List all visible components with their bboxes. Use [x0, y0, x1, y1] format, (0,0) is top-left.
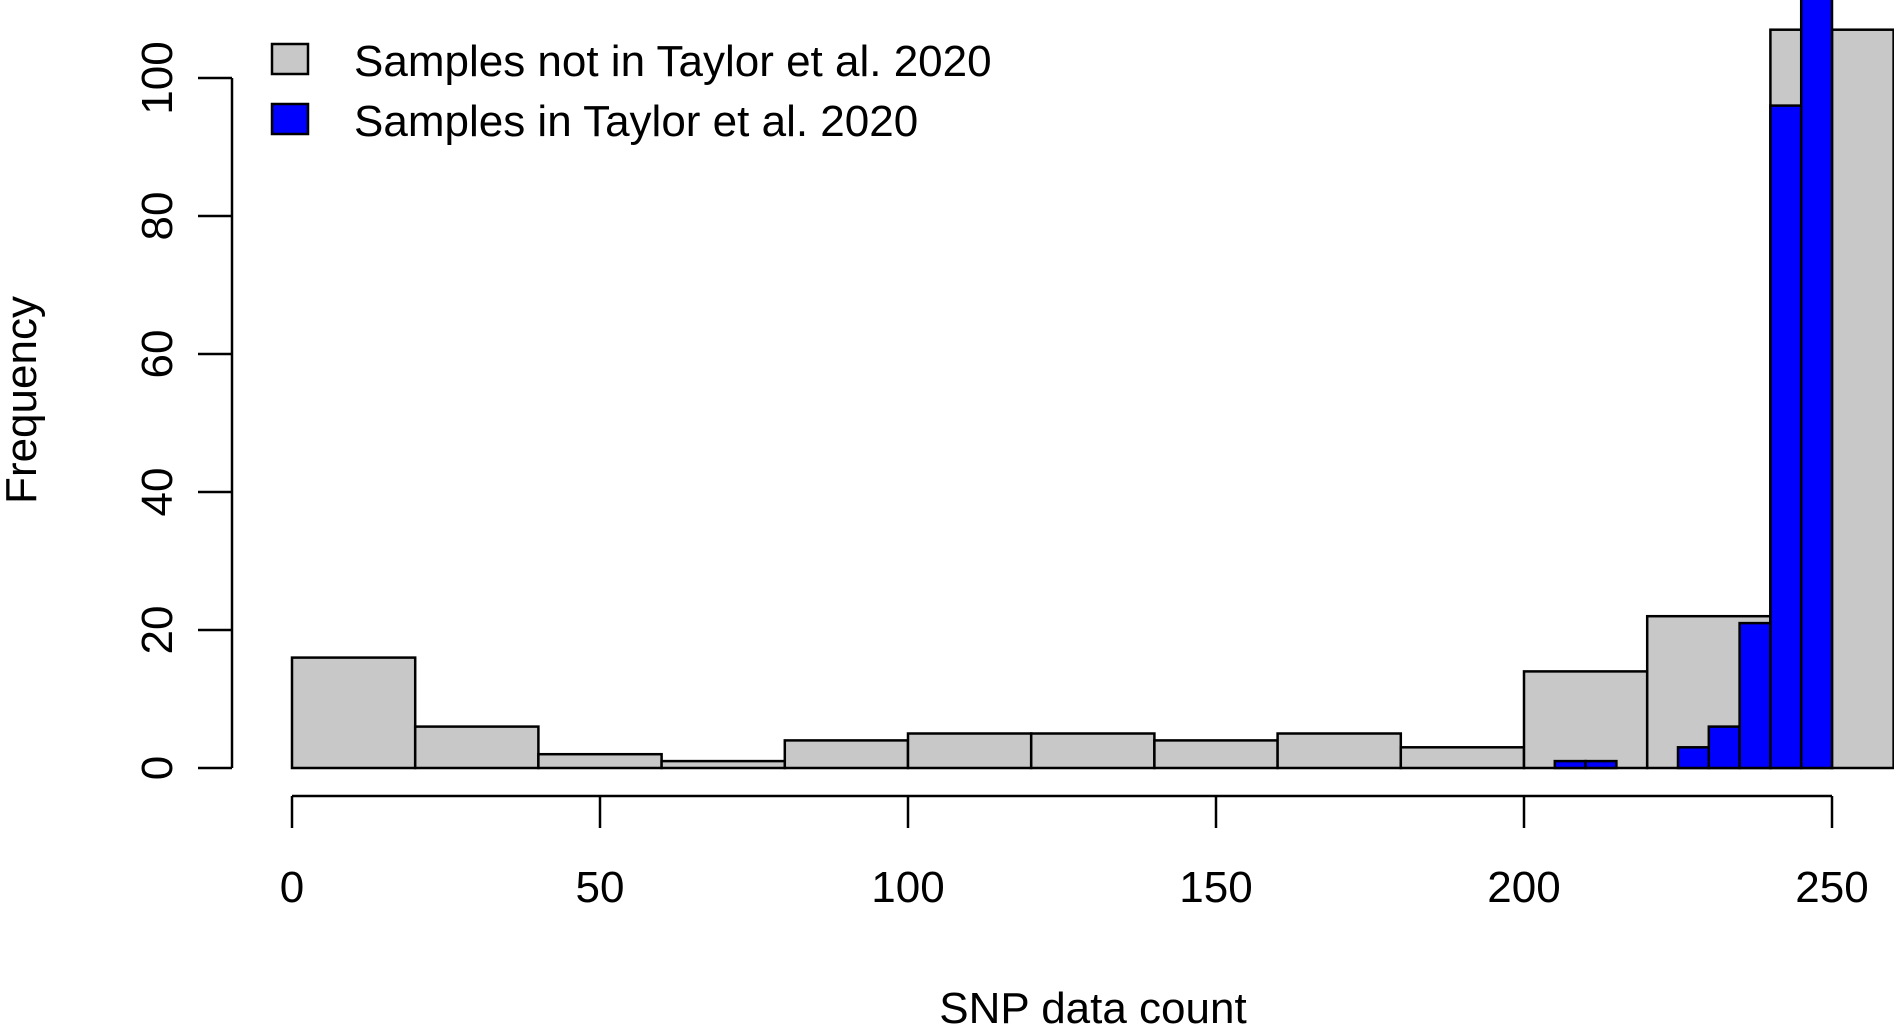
x-tick-label-250: 250	[1795, 863, 1868, 912]
legend-label-not-in-taylor: Samples not in Taylor et al. 2020	[354, 37, 992, 86]
bar-in-taylor-2	[1676, 746, 1711, 770]
legend-swatch-in-taylor	[270, 102, 310, 136]
y-axis-title: Frequency	[0, 296, 46, 504]
bar-not-in-taylor-2	[537, 752, 663, 770]
x-axis: 0 50 100 150 200 250	[280, 794, 1869, 912]
bar-in-taylor-1	[1584, 759, 1618, 770]
bars-in-taylor	[1553, 0, 1834, 770]
bar-not-in-taylor-0	[290, 656, 417, 770]
x-tick-label-200: 200	[1487, 863, 1560, 912]
x-tick-label-0: 0	[280, 863, 304, 912]
bar-in-taylor-6	[1799, 0, 1834, 770]
x-tick-label-50: 50	[576, 863, 625, 912]
bar-in-taylor-0	[1553, 759, 1587, 770]
bar-not-in-taylor-8	[1276, 732, 1403, 770]
bar-in-taylor-3	[1707, 725, 1741, 770]
bar-not-in-taylor-7	[1153, 739, 1279, 770]
y-tick-label-100: 100	[133, 41, 182, 114]
legend-swatch-not-in-taylor	[270, 42, 310, 76]
legend-label-in-taylor: Samples in Taylor et al. 2020	[354, 97, 918, 146]
bar-not-in-taylor-5	[906, 732, 1033, 770]
bar-not-in-taylor-1	[413, 725, 540, 770]
bar-not-in-taylor-9	[1399, 746, 1526, 770]
y-tick-label-60: 60	[133, 330, 182, 379]
bar-not-in-taylor-13	[1830, 28, 1894, 770]
bar-not-in-taylor-6	[1029, 732, 1156, 770]
bar-in-taylor-5	[1769, 104, 1803, 770]
bar-not-in-taylor-4	[783, 739, 910, 770]
y-axis: 0 20 40 60 80 100	[133, 41, 234, 780]
y-tick-label-0: 0	[133, 756, 182, 780]
y-tick-label-40: 40	[133, 468, 182, 517]
x-tick-label-150: 150	[1179, 863, 1252, 912]
y-tick-label-80: 80	[133, 192, 182, 241]
legend: Samples not in Taylor et al. 2020 Sample…	[270, 37, 992, 146]
x-tick-label-100: 100	[871, 863, 944, 912]
y-tick-label-20: 20	[133, 606, 182, 655]
bar-not-in-taylor-10	[1522, 670, 1649, 770]
x-axis-title: SNP data count	[939, 984, 1246, 1027]
bar-not-in-taylor-3	[660, 759, 787, 770]
bar-in-taylor-4	[1738, 621, 1772, 770]
